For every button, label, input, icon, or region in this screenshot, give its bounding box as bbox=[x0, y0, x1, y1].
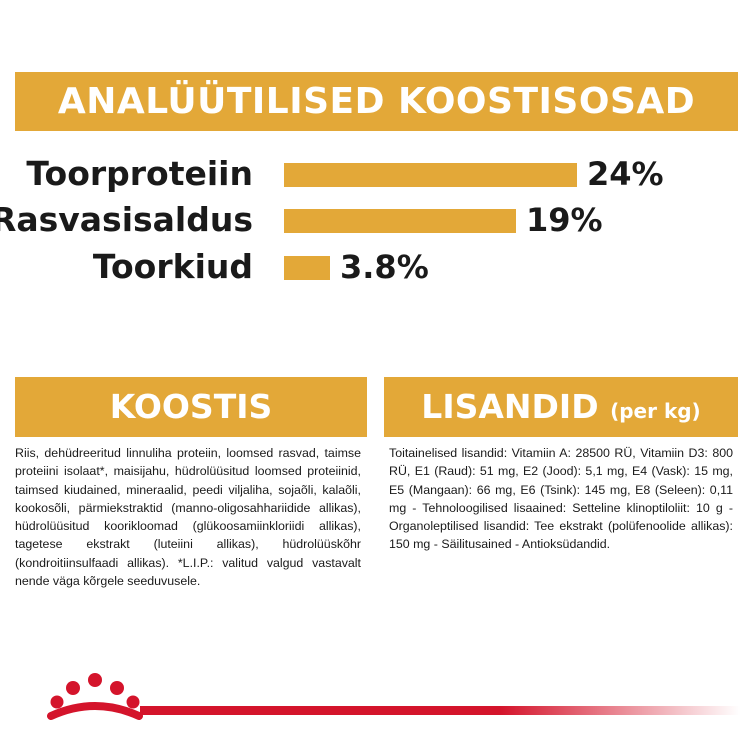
royal-canin-crown-icon bbox=[47, 673, 143, 720]
analytic-value: 24% bbox=[587, 155, 664, 193]
additives-subtitle: (per kg) bbox=[610, 399, 701, 423]
analytic-row-protein: Toorproteiin 24% bbox=[0, 151, 753, 197]
analytic-bar bbox=[284, 209, 516, 233]
analytic-bar bbox=[284, 256, 330, 280]
additives-banner: LISANDID (per kg) bbox=[384, 377, 738, 437]
analytic-row-fat: Rasvasisaldus 19% bbox=[0, 197, 753, 243]
analytic-row-fibre: Toorkiud 3.8% bbox=[0, 244, 753, 290]
analytic-label: Rasvasisaldus bbox=[0, 200, 253, 239]
analytic-label: Toorkiud bbox=[92, 247, 253, 286]
analytical-constituents-banner: ANALÜÜTILISED KOOSTISOSAD bbox=[15, 72, 738, 131]
composition-text: Riis, dehüdreeritud linnuliha proteiin, … bbox=[15, 446, 361, 589]
footer-red-line bbox=[140, 706, 740, 715]
additives-title: LISANDID bbox=[421, 387, 599, 426]
additives-text: Toitainelised lisandid: Vitamiin A: 2850… bbox=[389, 446, 733, 552]
analytic-value: 3.8% bbox=[340, 248, 429, 286]
analytic-bar bbox=[284, 163, 577, 187]
composition-banner: KOOSTIS bbox=[15, 377, 367, 437]
analytic-value: 19% bbox=[526, 201, 603, 239]
analytic-label: Toorproteiin bbox=[26, 154, 253, 193]
